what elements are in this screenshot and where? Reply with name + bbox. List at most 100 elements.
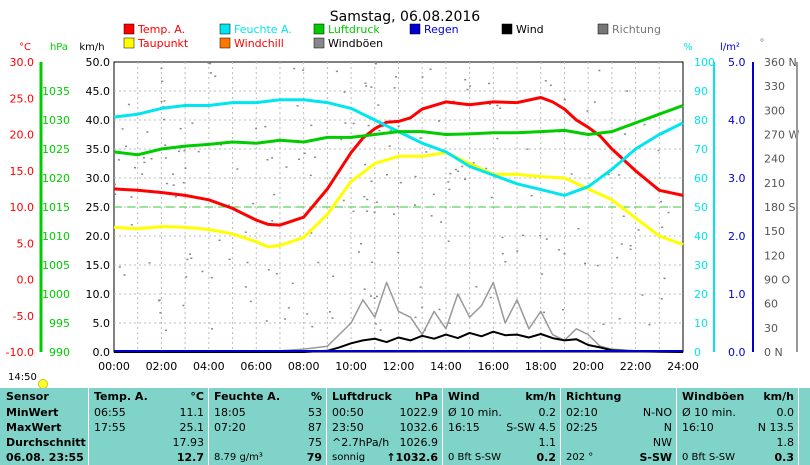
current-time-label: 14:50: [8, 372, 37, 383]
direction-dot: [255, 127, 258, 130]
stats-cell-sub: 17:55: [94, 421, 126, 434]
series-line: [113, 96, 684, 227]
direction-dot: [393, 213, 395, 215]
direction-dot: [166, 182, 169, 185]
stats-row: 0 Bft S-SW 0.2: [442, 450, 560, 465]
wind-tick: 10.0: [86, 288, 111, 301]
legend-swatch: [597, 23, 609, 35]
direction-dot: [373, 211, 376, 213]
direction-dot: [157, 299, 160, 302]
direction-dot: [370, 261, 373, 263]
direction-dot: [586, 110, 589, 112]
direction-dot: [624, 133, 626, 135]
series-line: [114, 281, 683, 353]
direction-dot: [375, 201, 378, 203]
direction-dot: [379, 329, 382, 331]
humidity-tick: 100: [694, 56, 715, 69]
direction-dot: [161, 80, 164, 82]
stats-cell-sub: 16:10: [682, 421, 714, 434]
direction-tick: 270 W: [764, 129, 799, 142]
stats-row: 18:05 53: [208, 405, 326, 420]
col-sensor: Sensor MinWert MaxWert Durchschnitt 06.0…: [0, 388, 88, 465]
stats-cell-value: N: [663, 421, 672, 434]
pressure-tick: 995: [49, 317, 70, 330]
stats-header-label: Richtung: [566, 390, 622, 403]
direction-dot: [363, 288, 366, 290]
x-tick: 20:00: [572, 360, 604, 372]
stats-header: Luftdruck hPa: [326, 388, 442, 405]
stats-cell-value: 0.3: [774, 451, 795, 464]
direction-tick: 120: [764, 249, 785, 262]
stats-cell-value: NW: [652, 436, 672, 449]
direction-dot: [244, 286, 247, 288]
direction-dot: [148, 262, 151, 264]
stats-column: Luftdruck hPa 00:50 1022.9 23:50 1032.6 ^2.7hP…: [326, 388, 442, 465]
direction-dot: [461, 165, 464, 168]
direction-dot: [648, 323, 651, 326]
direction-dot: [421, 76, 424, 78]
stats-header-label: Luftdruck: [332, 390, 392, 403]
direction-dot: [172, 184, 175, 186]
stats-row: NW: [560, 435, 676, 450]
direction-dot: [432, 193, 435, 196]
stats-row: 0 Bft S-SW 0.3: [676, 450, 798, 465]
direction-dot: [271, 157, 274, 159]
x-tick: 12:00: [383, 360, 415, 372]
direction-dot: [374, 323, 377, 325]
temp-tick: 15.0: [10, 165, 35, 178]
legend-label: Wind: [516, 23, 544, 36]
direction-dot: [309, 174, 312, 177]
direction-dot: [549, 84, 552, 87]
direction-dot: [127, 103, 130, 106]
direction-dot: [310, 124, 313, 127]
stats-cell-value: 0.2: [536, 451, 557, 464]
direction-dot: [544, 80, 547, 82]
direction-dot: [314, 156, 317, 158]
x-tick: 22:00: [620, 360, 652, 372]
direction-dot: [214, 75, 217, 77]
direction-dot: [210, 72, 212, 74]
series-line: [113, 104, 684, 157]
direction-dot: [370, 295, 372, 297]
humidity-tick: 60: [694, 172, 708, 185]
direction-dot: [118, 266, 121, 268]
direction-dot: [557, 249, 560, 251]
legend-swatch: [219, 37, 231, 49]
direction-dot: [598, 69, 601, 72]
direction-dot: [622, 215, 625, 217]
direction-dot: [332, 275, 335, 277]
direction-dot: [592, 330, 595, 333]
stats-row: 17.93: [88, 435, 208, 450]
direction-dot: [310, 232, 313, 234]
direction-dot: [249, 300, 252, 303]
direction-dot: [287, 307, 290, 309]
stats-cell-sub: 16:15: [448, 421, 480, 434]
direction-dot: [183, 149, 186, 152]
direction-dot: [376, 295, 378, 298]
direction-dot: [160, 67, 163, 70]
direction-tick: 150: [764, 225, 785, 238]
temp-tick: 20.0: [10, 129, 35, 142]
legend-label: Taupunkt: [137, 37, 189, 50]
direction-dot: [530, 194, 533, 197]
direction-dot: [343, 91, 346, 93]
rain-tick: 0.0: [728, 346, 746, 359]
direction-dot: [130, 196, 133, 198]
humidity-tick: 0: [694, 346, 701, 359]
direction-dot: [121, 128, 124, 130]
direction-dot: [164, 157, 167, 159]
stats-row: 1.1: [442, 435, 560, 450]
stats-row: Ø 10 min. 0.2: [442, 405, 560, 420]
legend-swatch: [123, 37, 135, 49]
direction-dot: [146, 131, 149, 133]
stats-header-unit: %: [310, 390, 322, 403]
direction-dot: [395, 76, 398, 78]
stats-row: 202 ° S-SW: [560, 450, 676, 465]
stats-column: Richtung 02:10 N-NO 02:25 N NW 202 ° S-SW: [560, 388, 676, 465]
direction-dot: [182, 304, 185, 307]
direction-dot: [311, 325, 314, 328]
direction-dot: [501, 236, 504, 239]
stats-header: Wind km/h: [442, 388, 560, 405]
stats-row: 1.8: [676, 435, 798, 450]
wind-tick: 20.0: [86, 230, 111, 243]
